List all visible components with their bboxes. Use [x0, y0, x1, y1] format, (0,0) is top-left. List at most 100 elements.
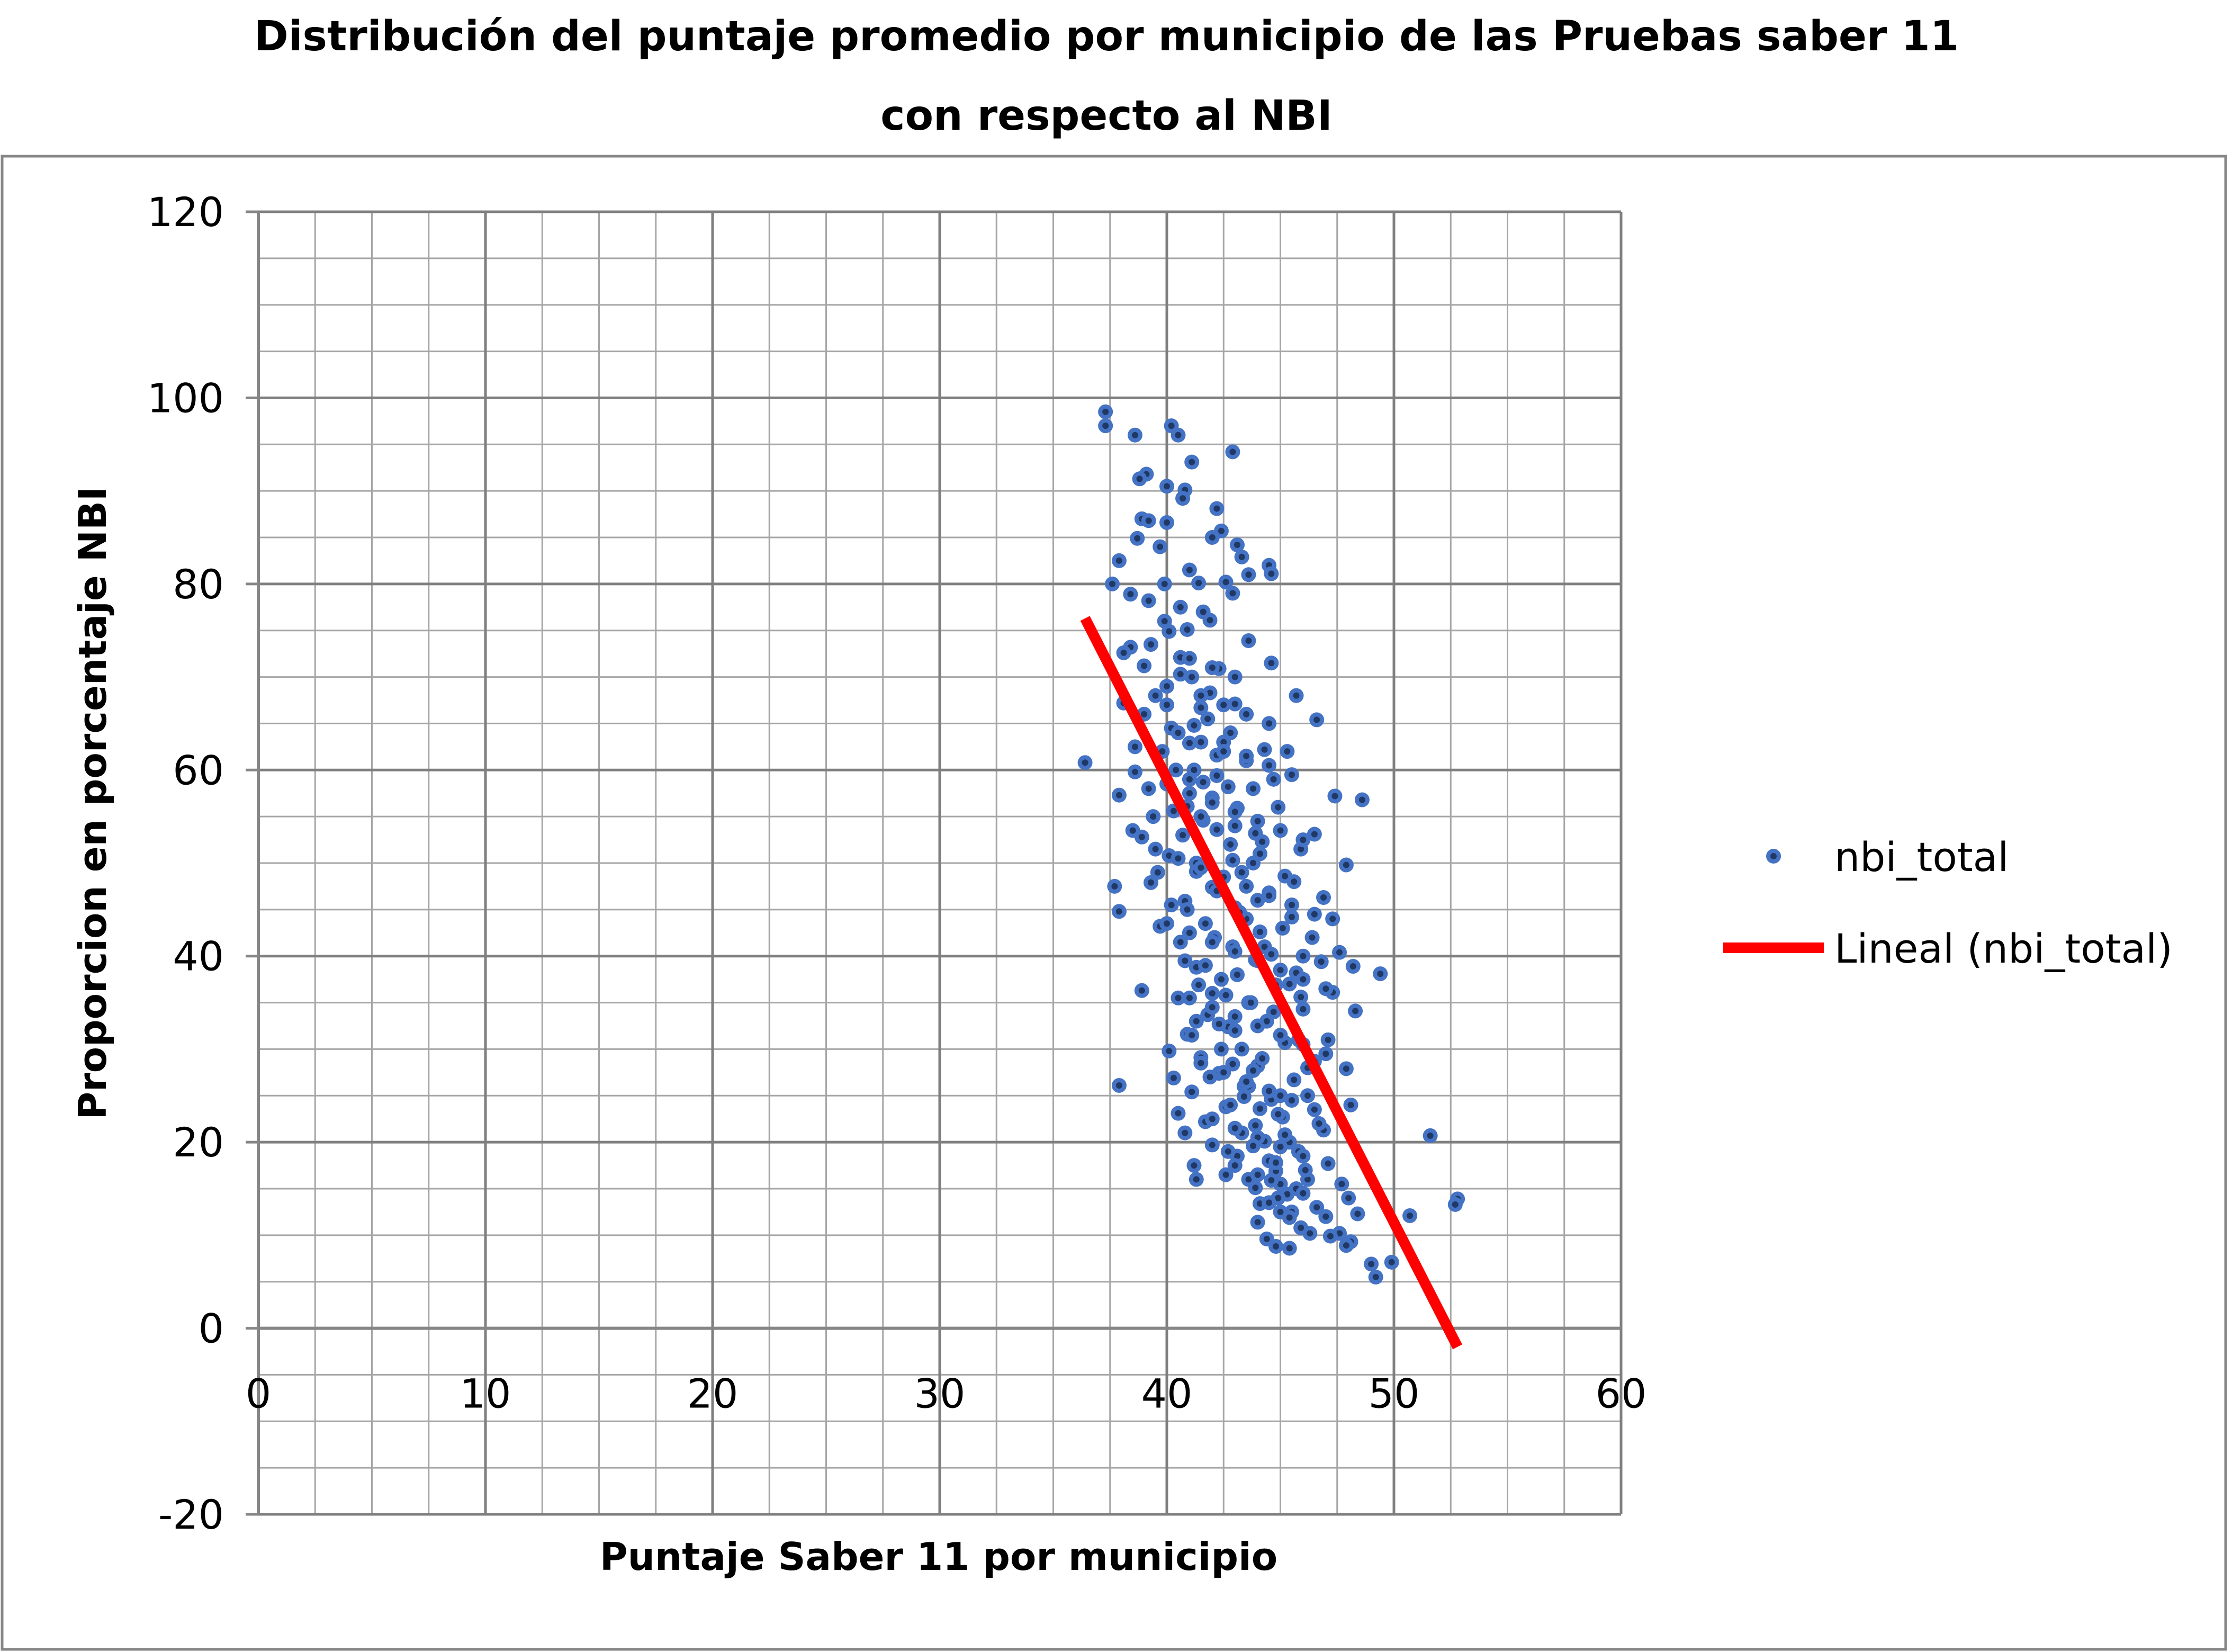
scatter-point-core	[1166, 1047, 1173, 1054]
scatter-point	[1234, 549, 1249, 564]
y-tick-label: 80	[173, 561, 224, 608]
scatter-point-core	[1309, 934, 1316, 941]
scatter-points	[1077, 404, 1465, 1285]
scatter-point	[1216, 697, 1231, 713]
scatter-point-core	[1227, 730, 1234, 736]
scatter-point	[1343, 1097, 1358, 1112]
scatter-point-core	[1250, 1067, 1257, 1074]
scatter-point-core	[1150, 813, 1157, 820]
scatter-point-core	[1268, 570, 1275, 577]
scatter-point	[1180, 622, 1195, 637]
legend-marker-nbi-total-core	[1770, 853, 1777, 859]
scatter-point	[1320, 1156, 1336, 1171]
scatter-point	[1338, 857, 1354, 873]
scatter-point-core	[1229, 1061, 1236, 1067]
scatter-point	[1423, 1128, 1438, 1143]
scatter-point-core	[1311, 1106, 1318, 1113]
scatter-point	[1143, 637, 1158, 652]
scatter-point	[1282, 976, 1297, 992]
scatter-point	[1164, 897, 1179, 913]
scatter-point	[1204, 530, 1220, 545]
scatter-point-core	[1191, 722, 1198, 729]
scatter-point-core	[1168, 423, 1175, 429]
scatter-point	[1239, 1074, 1254, 1089]
scatter-point-core	[1318, 958, 1325, 965]
scatter-point	[1289, 688, 1304, 703]
scatter-point-core	[1288, 771, 1295, 778]
scatter-point	[1227, 1009, 1243, 1024]
scatter-point	[1268, 1238, 1283, 1254]
legend-label-nbi-total: nbi_total	[1834, 833, 2009, 881]
scatter-point-core	[1256, 1200, 1263, 1207]
scatter-point	[1171, 725, 1186, 740]
scatter-point	[1368, 1269, 1383, 1285]
scatter-point-core	[1252, 830, 1259, 837]
scatter-point	[1168, 762, 1184, 778]
scatter-point-core	[1268, 660, 1275, 667]
scatter-point	[1262, 1083, 1277, 1099]
scatter-point-core	[1168, 902, 1175, 909]
scatter-point	[1223, 1097, 1238, 1112]
scatter-point	[1225, 586, 1240, 601]
scatter-point-core	[1259, 1055, 1266, 1062]
y-tick-label: 40	[173, 933, 224, 980]
scatter-point	[1141, 513, 1156, 528]
scatter-point-core	[1209, 1116, 1216, 1123]
scatter-point-core	[1166, 852, 1173, 859]
scatter-point	[1318, 1046, 1334, 1062]
scatter-point	[1284, 897, 1299, 913]
scatter-point-core	[1202, 920, 1209, 927]
scatter-point	[1262, 1195, 1277, 1210]
scatter-point	[1159, 515, 1174, 530]
scatter-point	[1127, 427, 1142, 443]
scatter-point-core	[1263, 1235, 1270, 1242]
scatter-point-core	[1129, 827, 1136, 834]
trendline	[1080, 616, 1463, 1350]
scatter-point-core	[1186, 994, 1193, 1001]
scatter-point	[1246, 1138, 1261, 1154]
scatter-point	[1204, 935, 1220, 950]
scatter-point-core	[1175, 855, 1182, 862]
scatter-point	[1218, 987, 1234, 1003]
scatter-point-core	[1263, 1018, 1270, 1025]
scatter-point-core	[1170, 1074, 1177, 1081]
scatter-point-core	[1207, 617, 1213, 624]
scatter-point-core	[1256, 929, 1263, 936]
scatter-point-core	[1191, 767, 1198, 774]
scatter-point-core	[1243, 1078, 1250, 1085]
scatter-point	[1384, 1254, 1399, 1270]
scatter-point	[1248, 1118, 1263, 1133]
scatter-point	[1218, 574, 1234, 590]
y-tick-label: 60	[173, 747, 224, 794]
scatter-point	[1284, 767, 1299, 783]
scatter-point	[1262, 758, 1277, 773]
scatter-point	[1273, 823, 1288, 838]
scatter-point	[1107, 878, 1122, 894]
scatter-point-core	[1322, 1051, 1329, 1057]
scatter-point	[1159, 479, 1174, 494]
scatter-point	[1320, 1032, 1336, 1047]
scatter-point	[1227, 818, 1243, 833]
scatter-point	[1211, 1016, 1227, 1031]
scatter-point	[1364, 1256, 1379, 1272]
scatter-point-core	[1189, 459, 1195, 465]
scatter-point	[1334, 1177, 1349, 1192]
scatter-point-core	[1218, 1046, 1225, 1053]
scatter-point	[1293, 990, 1309, 1005]
scatter-point	[1295, 1186, 1311, 1201]
scatter-point-core	[1229, 857, 1236, 864]
scatter-point-core	[1175, 1110, 1182, 1117]
scatter-point	[1225, 852, 1240, 868]
scatter-point-core	[1300, 1153, 1307, 1160]
scatter-point	[1229, 537, 1245, 553]
scatter-point	[1175, 491, 1191, 506]
scatter-point	[1220, 779, 1236, 794]
scatter-point	[1146, 809, 1161, 824]
scatter-point-core	[1234, 971, 1240, 978]
scatter-point-core	[1284, 1191, 1291, 1198]
scatter-point	[1150, 865, 1165, 880]
scatter-point	[1184, 669, 1200, 685]
scatter-point	[1202, 613, 1218, 628]
scatter-point	[1223, 837, 1238, 852]
